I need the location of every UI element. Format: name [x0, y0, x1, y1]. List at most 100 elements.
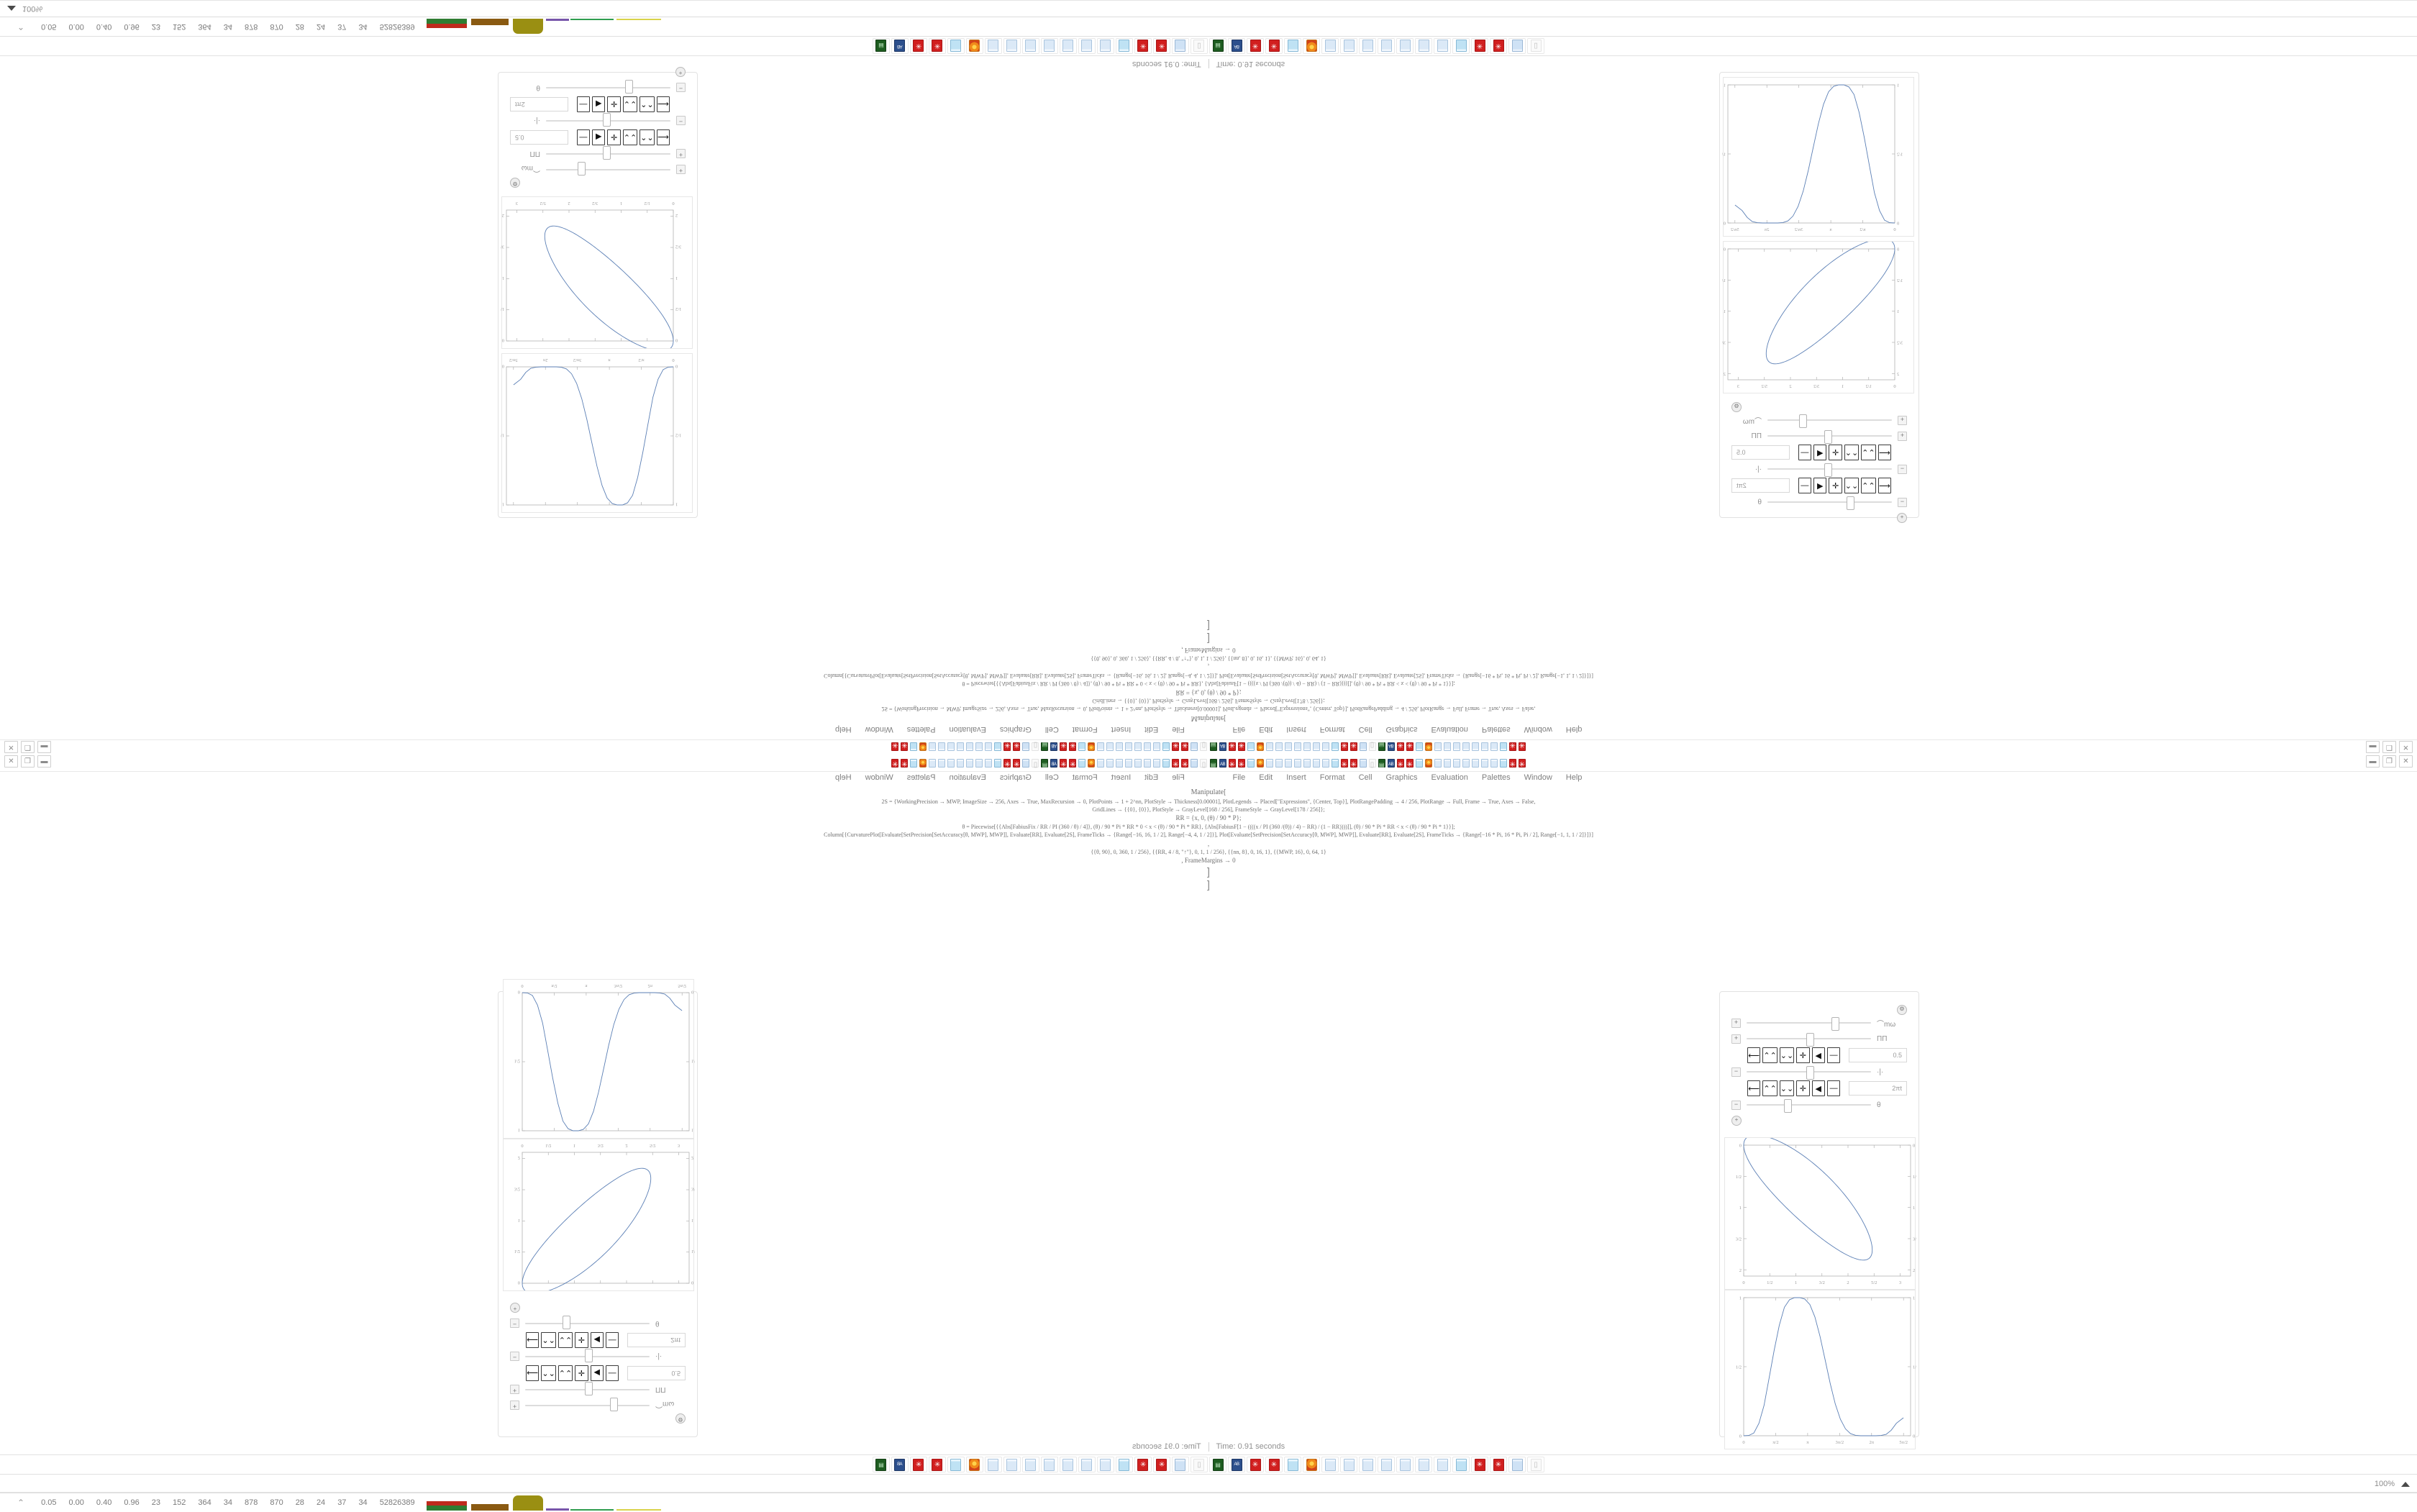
animator-value-field[interactable]: 0.5 [627, 1366, 686, 1380]
animator-play-button[interactable]: ✛ [1829, 478, 1842, 493]
menu-item-file[interactable]: File [1171, 773, 1185, 782]
pointer-icon[interactable] [1200, 759, 1208, 768]
expand-toggle-icon[interactable]: + [676, 165, 686, 175]
animator-slower-button[interactable]: ⌄⌄ [622, 96, 638, 112]
pointer-icon[interactable] [1368, 742, 1376, 751]
slider-thumb[interactable] [602, 113, 611, 127]
expand-toggle-icon[interactable]: − [510, 1352, 519, 1362]
palette-red-icon[interactable] [929, 38, 946, 54]
toolbar-group[interactable] [1208, 38, 1545, 54]
pointer-icon[interactable] [1191, 1457, 1208, 1472]
text-blue-icon[interactable] [1219, 759, 1226, 768]
animator-direction-button[interactable]: ◀ [1811, 1047, 1825, 1063]
animator-pause-button[interactable]: — [576, 96, 591, 112]
notebook-icon[interactable] [1097, 1457, 1114, 1472]
document-icon[interactable] [1172, 1457, 1189, 1472]
menu-item-cell[interactable]: Cell [1044, 773, 1059, 782]
flame-icon[interactable] [1424, 759, 1432, 768]
slider-row[interactable]: − θ [1731, 1097, 1907, 1113]
menu-item-insert[interactable]: Insert [1111, 725, 1131, 734]
notebook-cyan-icon[interactable] [1415, 742, 1423, 751]
menu-item-help[interactable]: Help [1565, 725, 1583, 734]
menu-item-file[interactable]: File [1232, 773, 1246, 782]
palette-red-icon[interactable] [1471, 1457, 1488, 1472]
slider-thumb[interactable] [625, 80, 634, 94]
animator-reset-button[interactable]: ⟵ [1747, 1047, 1761, 1063]
animator-play-button[interactable]: ✛ [575, 1365, 588, 1381]
controls-wrap[interactable]: ⚙ + ⌒mω + ΠΠ ⟵ ⌃⌃ ⌄⌄ ✛ ◀ —0.5 − [503, 1295, 693, 1428]
animator-play-button[interactable]: ✛ [607, 96, 621, 112]
menu-item-insert[interactable]: Insert [1286, 773, 1306, 782]
toolbar-group[interactable] [1208, 1457, 1545, 1472]
toolbar-group-mirror[interactable] [872, 1457, 1208, 1472]
animator-slower-button[interactable]: ⌄⌄ [1844, 445, 1860, 460]
pointer-icon[interactable] [1032, 759, 1039, 768]
notebook-icon[interactable] [1153, 759, 1161, 768]
notebook-cyan-icon[interactable] [1247, 742, 1255, 751]
animator-value-field[interactable]: 2πt [509, 97, 568, 111]
slider-thumb[interactable] [578, 162, 586, 176]
notebook-icon[interactable] [1434, 759, 1442, 768]
slider-row[interactable]: − ·|· [1731, 1064, 1907, 1080]
notebook-cyan-icon[interactable] [1331, 759, 1339, 768]
restore-icon[interactable]: ❐ [21, 755, 35, 768]
animator-reset-button[interactable]: ⟵ [1877, 478, 1891, 493]
pointer-icon[interactable] [1191, 38, 1208, 54]
menu-item-window[interactable]: Window [865, 773, 893, 782]
animator-reset-button[interactable]: ⟵ [526, 1365, 540, 1381]
flame-icon[interactable] [1256, 759, 1264, 768]
zoom-dropdown-icon[interactable] [2401, 1481, 2410, 1487]
expand-toggle-icon[interactable]: + [676, 149, 686, 159]
notebook-cyan-icon[interactable] [1116, 1457, 1133, 1472]
center-toolbar-group[interactable] [1208, 742, 1526, 751]
notebook-cyan-icon[interactable] [1452, 1457, 1470, 1472]
palette-red-icon[interactable] [1471, 38, 1488, 54]
notebook-cyan-icon[interactable] [1116, 38, 1133, 54]
expand-toggle-icon[interactable]: + [1898, 431, 1907, 441]
animator-play-button[interactable]: ✛ [1829, 445, 1842, 460]
menu-item-file[interactable]: File [1171, 725, 1185, 734]
toolbar-bottom[interactable] [0, 1455, 2417, 1475]
notebook-icon[interactable] [1022, 38, 1039, 54]
notebook-cyan-icon[interactable] [910, 742, 918, 751]
document-icon[interactable] [1022, 742, 1030, 751]
terminal-green-icon[interactable] [1209, 742, 1217, 751]
slider-control[interactable] [546, 80, 670, 94]
notebook-icon[interactable] [1303, 742, 1311, 751]
palette-red-icon[interactable] [1490, 1457, 1507, 1472]
palette-red-icon[interactable] [1508, 742, 1516, 751]
flame-icon[interactable] [919, 759, 927, 768]
notebook-icon[interactable] [1480, 742, 1488, 751]
add-control-icon[interactable]: + [1897, 513, 1907, 523]
animator-direction-button[interactable]: ◀ [590, 1332, 604, 1348]
menu-item-cell[interactable]: Cell [1358, 773, 1373, 782]
palette-red-icon[interactable] [1060, 759, 1068, 768]
manipulate-controls[interactable]: ⚙ + ⌒mω + ΠΠ ⟵ ⌃⌃ ⌄⌄ ✛ ◀ —0.5 − [503, 60, 693, 192]
center-toolbar-group[interactable] [891, 759, 1208, 768]
animator-pause-button[interactable]: — [605, 1365, 619, 1381]
toolbar-group-mirror[interactable] [872, 38, 1208, 54]
notebook-icon[interactable] [1097, 742, 1105, 751]
manipulate-panel-bottom-left[interactable]: ⚙ + ⌒mω + ΠΠ ⟵ ⌃⌃ ⌄⌄ ✛ ◀ —0.5 − [498, 979, 698, 1437]
menu-item-cell[interactable]: Cell [1044, 725, 1059, 734]
slider-row[interactable]: − θ [1731, 494, 1907, 510]
menu-item-palettes[interactable]: Palettes [1481, 773, 1511, 782]
toolbar-top[interactable] [0, 36, 2417, 55]
notebook-icon[interactable] [985, 759, 993, 768]
menu-item-format[interactable]: Format [1072, 725, 1098, 734]
palette-red-icon[interactable] [1153, 38, 1170, 54]
notebook-icon[interactable] [1144, 742, 1152, 751]
menu-item-insert[interactable]: Insert [1111, 773, 1131, 782]
palette-red-icon[interactable] [1349, 742, 1357, 751]
document-icon[interactable] [1359, 759, 1367, 768]
animator-reset-button[interactable]: ⟵ [1877, 445, 1891, 460]
text-blue-icon[interactable] [1050, 759, 1058, 768]
slider-thumb[interactable] [1783, 1099, 1792, 1113]
menu-group[interactable]: File Edit Insert Format Cell Graphics Evaluati… [818, 773, 1202, 782]
menu-item-format[interactable]: Format [1319, 773, 1345, 782]
notebook-icon[interactable] [1321, 1457, 1339, 1472]
slider-row[interactable]: − θ [510, 1316, 686, 1331]
notebook-icon[interactable] [1078, 38, 1096, 54]
